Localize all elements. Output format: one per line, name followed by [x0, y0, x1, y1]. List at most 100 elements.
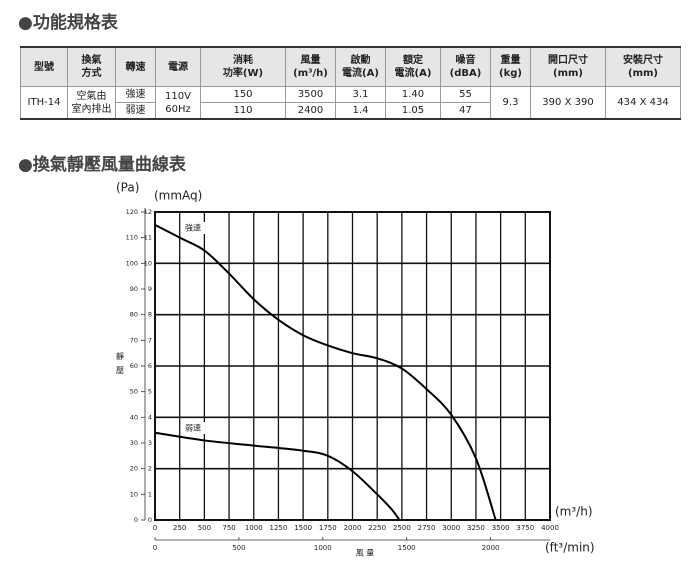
header-cell: 安裝尺寸 (mm) — [605, 46, 681, 87]
cell-text: 型號 — [34, 61, 54, 73]
cell-text: 風量 — [300, 55, 321, 66]
cell-text: (dBA) — [449, 68, 482, 79]
y2-tick-label: 4 — [148, 413, 152, 421]
x-tick-label: 750 — [222, 524, 235, 532]
header-cell: 電源 — [155, 46, 201, 87]
cell-text: 換氣 — [81, 55, 102, 66]
curve — [154, 431, 401, 521]
header-cell: 開口尺寸 (mm) — [530, 46, 606, 87]
x2-tick-label: 2000 — [482, 544, 500, 552]
y-tick-label: 110 — [126, 234, 138, 242]
cell-text: 2400 — [297, 105, 324, 116]
y2-tick-label: 11 — [144, 234, 152, 242]
cell-text: 重量 — [500, 55, 521, 66]
y-tick-label: 50 — [130, 388, 138, 396]
cell-text: 電流(A) — [394, 68, 432, 79]
x2-tick-label: 1500 — [398, 544, 416, 552]
y-tick-label: 20 — [130, 465, 138, 473]
cell-text: 1.4 — [352, 105, 369, 116]
section-title: ●功能規格表 — [18, 13, 118, 33]
x-tick-label: 1000 — [245, 524, 263, 532]
y2-tick-label: 3 — [148, 439, 152, 447]
cell-text: 方式 — [81, 68, 102, 79]
series-label: 強速 — [185, 223, 201, 233]
cell-text: 390 X 390 — [542, 97, 594, 108]
y2-tick-label: 6 — [148, 362, 152, 370]
y-tick-label: 80 — [130, 311, 138, 319]
y2-tick-label: 5 — [148, 388, 152, 396]
y2-tick-label: 0 — [148, 516, 152, 524]
x-tick-label: 2250 — [368, 524, 386, 532]
label-bg — [183, 222, 205, 234]
cell-text: 55 — [459, 89, 472, 100]
cell-text: 3500 — [297, 89, 324, 100]
y2-tick-label: 7 — [148, 336, 152, 344]
cell-text: 消耗 — [233, 55, 253, 66]
cell: ITH-14 — [20, 86, 68, 120]
cell-text: 1.05 — [401, 105, 425, 116]
cell-text: 強速 — [125, 89, 146, 100]
x-tick-label: 250 — [173, 524, 186, 532]
label-bg — [183, 422, 205, 434]
cell-text: 47 — [459, 105, 472, 116]
x-tick-label: 4000 — [541, 524, 559, 532]
header-cell: 消耗 功率(W) — [200, 46, 286, 87]
y-tick-label: 30 — [130, 439, 138, 447]
x-tick-label: 3500 — [492, 524, 510, 532]
curve — [154, 223, 497, 521]
cell-text: 安裝尺寸 — [623, 55, 663, 66]
cell: 47 — [440, 102, 491, 120]
x-tick-label: 3750 — [516, 524, 534, 532]
x-tick-label: 500 — [198, 524, 211, 532]
cell-text: ITH-14 — [27, 97, 61, 108]
cell-text: 額定 — [403, 55, 423, 66]
cell-text: 噪音 — [455, 55, 476, 66]
cell-text: 3.1 — [352, 89, 369, 100]
cell-text: 啟動 — [350, 55, 371, 66]
cell-text: 60Hz — [165, 103, 191, 115]
x2-tick-label: 500 — [232, 544, 245, 552]
y2-tick-label: 8 — [148, 311, 152, 319]
cell: 110 — [200, 102, 286, 120]
y2-tick-label: 10 — [144, 259, 152, 267]
cell-text: 弱速 — [125, 105, 146, 116]
cell-text: 開口尺寸 — [548, 55, 588, 66]
cell-text: (mm) — [628, 68, 658, 79]
y-unit: (Pa) — [116, 181, 139, 195]
header-cell: 型號 — [20, 46, 68, 87]
x2-unit: (ft³/min) — [545, 541, 595, 555]
y2-tick-label: 1 — [148, 490, 152, 498]
cell: 空氣由 室內排出 — [67, 86, 116, 120]
cell-text: 1.40 — [401, 89, 425, 100]
header-cell: 啟動電流(A) — [335, 46, 386, 87]
series-label: 弱速 — [185, 424, 201, 433]
cell-text: (mm) — [553, 68, 583, 79]
x-title: 風 量 — [356, 549, 375, 558]
y-tick-label: 70 — [130, 336, 138, 344]
cell-text: 電流(A) — [342, 68, 379, 79]
cell: 弱速 — [115, 102, 156, 120]
y-tick-label: 120 — [126, 208, 138, 216]
section-title: ●換氣靜壓風量曲線表 — [18, 155, 186, 175]
x-tick-label: 1750 — [319, 524, 337, 532]
cell-text: 434 X 434 — [617, 97, 669, 108]
cell-text: (m³/h) — [293, 68, 328, 79]
x-tick-label: 1500 — [294, 524, 312, 532]
x-tick-label: 2750 — [418, 524, 436, 532]
x2-tick-label: 1000 — [314, 544, 332, 552]
cell: 110V 60Hz — [155, 86, 201, 120]
cell-text: 110V — [165, 90, 191, 102]
cell-text: 轉速 — [125, 61, 146, 73]
y-title: 靜壓 — [116, 351, 125, 380]
cell-text: 空氣由 — [76, 90, 107, 102]
cell-text: 電源 — [168, 61, 188, 73]
y-tick-label: 40 — [130, 413, 138, 421]
cell-text: (kg) — [499, 68, 522, 79]
y-tick-label: 90 — [130, 285, 138, 293]
x-tick-label: 3250 — [467, 524, 485, 532]
cell-text: 9.3 — [502, 97, 519, 108]
y2-tick-label: 12 — [144, 208, 152, 216]
cell-text: 150 — [233, 89, 253, 100]
x-unit: (m³/h) — [555, 505, 593, 519]
